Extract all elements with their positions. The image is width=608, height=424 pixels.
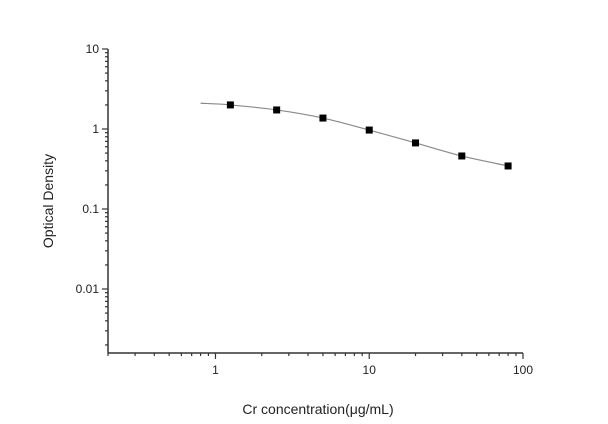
y-axis-title: Optical Density	[40, 154, 56, 248]
y-tick-label: 10	[86, 42, 100, 56]
y-tick-label: 1	[92, 122, 99, 136]
data-point-marker	[319, 114, 327, 122]
data-point-marker	[365, 126, 373, 134]
x-tick-label: 100	[513, 363, 533, 377]
axes: 10 1 0.1 0.01 1 10 100	[76, 42, 534, 377]
data-point-marker	[504, 162, 512, 170]
y-tick-label: 0.1	[82, 202, 99, 216]
data-point-marker	[458, 152, 466, 160]
x-tick-label: 1	[212, 363, 219, 377]
data-point-marker	[226, 101, 234, 109]
x-axis-title: Cr concentration(μg/mL)	[242, 401, 393, 417]
y-tick-label: 0.01	[76, 282, 100, 296]
data-point-marker	[273, 106, 281, 114]
x-tick-label: 10	[363, 363, 377, 377]
data-markers	[226, 101, 512, 170]
data-point-marker	[412, 139, 420, 147]
